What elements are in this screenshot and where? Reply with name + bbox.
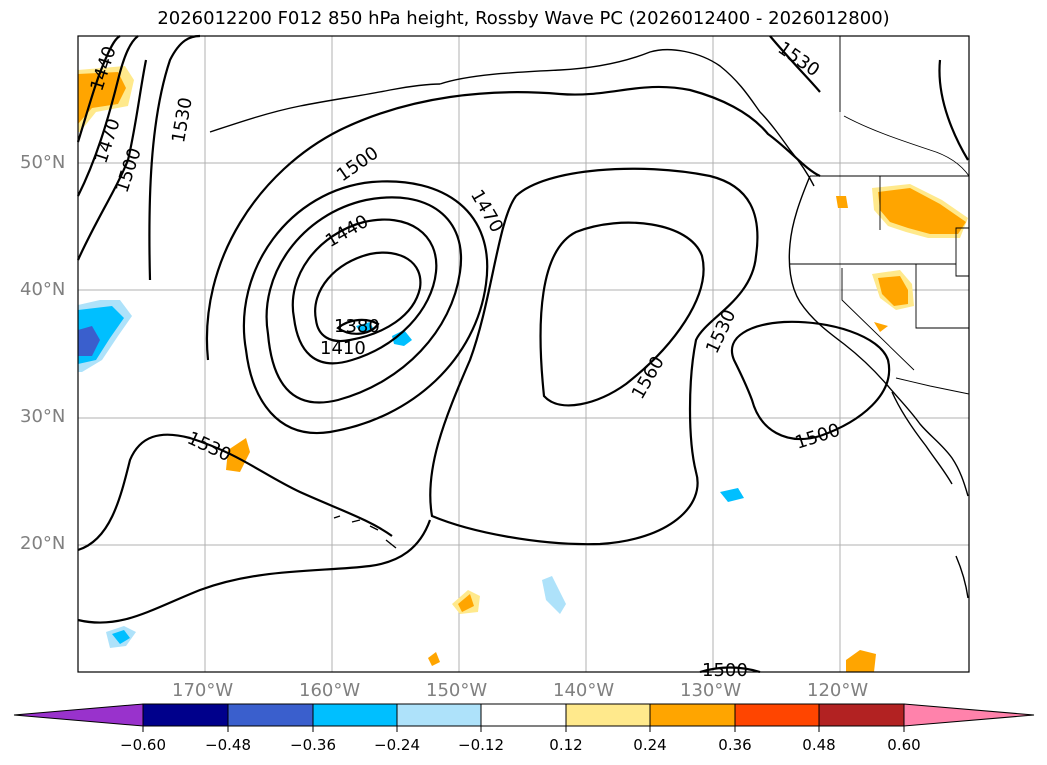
hawaii-islands [333, 515, 397, 549]
positive-anomaly-rockies-core [878, 188, 966, 234]
lon-label-130w: 130°W [680, 680, 742, 701]
positive-anomaly-nevada-core [878, 276, 908, 306]
negative-anomaly-south-1 [542, 576, 566, 614]
coast-northamerica-west [788, 175, 969, 497]
anomaly-shading [78, 66, 968, 672]
lon-label-140w: 140°W [553, 680, 615, 701]
political-boundaries [790, 36, 970, 395]
contour-high-1530 [429, 167, 759, 546]
map-frame [77, 35, 970, 673]
coast-alaska [439, 49, 815, 187]
colorbar-segment [227, 703, 314, 727]
contour-east-1500 [731, 320, 891, 441]
lon-label-160w: 160°W [299, 680, 361, 701]
colorbar-segment [396, 703, 482, 727]
lat-label-30n: 30°N [20, 406, 66, 427]
coast-mexico-south [955, 555, 969, 599]
contour-outer-1530 [148, 34, 201, 281]
colorbar-tick-label: 0.24 [633, 736, 667, 754]
contour-south-1500 [77, 519, 432, 624]
contour-nw-1470 [77, 35, 139, 197]
lat-label-50n: 50°N [20, 152, 66, 173]
contour-low-1380 [336, 318, 380, 335]
negative-anomaly-central [392, 330, 412, 346]
contour-low-1410 [314, 251, 422, 343]
positive-anomaly-se [846, 650, 876, 672]
boundary-bc-alberta [843, 115, 970, 177]
colorbar-segment [734, 703, 820, 727]
positive-anomaly-hawaii [226, 438, 250, 472]
colorbar-segment [818, 703, 905, 727]
positive-anomaly-nw-core [78, 72, 126, 124]
coast-baja [891, 391, 953, 485]
colorbar-tick-label: 0.12 [549, 736, 583, 754]
contour-label: 1500 [702, 660, 748, 681]
colorbar-tick-label: −0.48 [205, 736, 251, 754]
colorbar-segment [565, 703, 651, 727]
contour-low-1500 [242, 180, 489, 435]
negative-anomaly-sw-core [112, 630, 130, 644]
lon-label-120w: 120°W [807, 680, 869, 701]
colorbar-tick-label: −0.24 [374, 736, 420, 754]
colorbar-tick-label: −0.12 [458, 736, 504, 754]
coast-aleutians [209, 83, 441, 133]
coastlines [209, 49, 969, 599]
boundary-nv-ut [915, 264, 969, 329]
contour-south-1530 [77, 433, 393, 552]
colorbar-segment [142, 703, 229, 727]
colorbar-segment [649, 703, 736, 727]
boundary-ca-nv [841, 268, 915, 371]
lon-label-170w: 170°W [172, 680, 234, 701]
lat-label-40n: 40°N [20, 279, 66, 300]
negative-anomaly-small-center [356, 322, 374, 332]
negative-anomaly-w-core [78, 326, 100, 356]
height-contours [76, 34, 969, 674]
colorbar-extend-low [13, 703, 144, 727]
contour-ne-1530 [769, 35, 821, 93]
colorbar-tick-label: −0.36 [290, 736, 336, 754]
contour-label: 1380 [334, 316, 380, 337]
contour-low-1470 [265, 196, 463, 404]
contour-nw-1500 [76, 59, 148, 261]
positive-anomaly-small-3 [428, 652, 440, 666]
lat-label-20n: 20°N [20, 533, 66, 554]
colorbar-extend-high [903, 703, 1035, 727]
boundary-us-mexico [895, 377, 970, 395]
positive-anomaly-small-1 [836, 196, 848, 208]
positive-anomaly-small-2 [874, 322, 888, 332]
colorbar-tick-label: 0.36 [718, 736, 752, 754]
positive-anomaly-south-core [458, 594, 474, 612]
colorbar-segment [480, 703, 567, 727]
colorbar-tick-label: 0.60 [887, 736, 921, 754]
contour-low-1440 [291, 218, 438, 365]
colorbar [13, 703, 1035, 732]
contour-high-1560 [539, 221, 705, 407]
contour-label: 1410 [320, 338, 366, 359]
map-title: 2026012200 F012 850 hPa height, Rossby W… [157, 8, 890, 29]
contour-outer-1500 [205, 85, 821, 361]
contour-ne-1500 [938, 59, 969, 161]
colorbar-segment [312, 703, 398, 727]
contour-bottom-1500 [699, 666, 761, 674]
lon-label-150w: 150°W [426, 680, 488, 701]
colorbar-tick-label: −0.60 [120, 736, 166, 754]
colorbar-tick-label: 0.48 [802, 736, 836, 754]
contour-nw-1440 [76, 35, 121, 143]
negative-anomaly-south-2 [720, 488, 744, 502]
map-frame-bg [78, 36, 969, 672]
